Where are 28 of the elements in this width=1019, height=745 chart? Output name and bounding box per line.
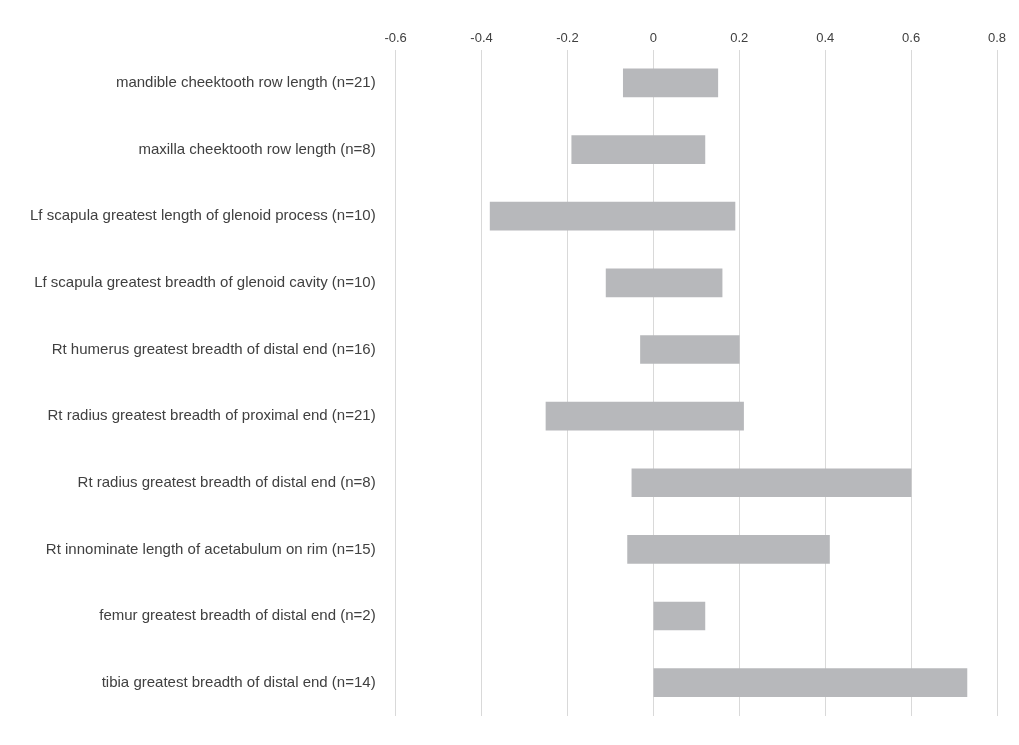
bar: [571, 135, 706, 164]
bar: [631, 468, 912, 498]
x-tick-label: -0.4: [470, 30, 493, 46]
bar: [545, 401, 744, 431]
y-tick-label: Rt innominate length of acetabulum on rim (n=15): [45, 539, 376, 557]
x-tick-label: 0.6: [902, 30, 921, 46]
bar: [489, 201, 736, 231]
x-tick-label: 0: [649, 30, 657, 46]
y-tick-label: Rt radius greatest breadth of proximal end (n=21): [47, 406, 376, 424]
y-tick-label: Rt humerus greatest breadth of distal end (n=16): [51, 339, 376, 357]
y-tick-label: femur greatest breadth of distal end (n=2): [99, 606, 376, 624]
x-tick-label: -0.6: [384, 30, 407, 46]
x-tick-label: 0.8: [987, 30, 1007, 46]
y-tick-label: Lf scapula greatest breadth of glenoid cavity (n=10): [34, 272, 376, 290]
y-tick-label: Rt radius greatest breadth of distal end (n=8): [77, 472, 376, 490]
y-tick-label: mandible cheektooth row length (n=21): [115, 73, 376, 91]
bar: [653, 668, 968, 698]
bar: [627, 535, 830, 564]
y-tick-label: maxilla cheektooth row length (n=8): [138, 139, 376, 157]
x-tick-label: 0.2: [730, 30, 749, 46]
bar: [653, 601, 706, 631]
y-tick-label: tibia greatest breadth of distal end (n=14): [101, 672, 376, 690]
bar: [622, 68, 719, 98]
bar: [605, 268, 723, 298]
x-tick-label: 0.4: [816, 30, 835, 46]
bar: [640, 335, 740, 364]
x-tick-label: -0.2: [556, 30, 579, 46]
y-tick-label: Lf scapula greatest length of glenoid process (n=10): [30, 206, 376, 224]
